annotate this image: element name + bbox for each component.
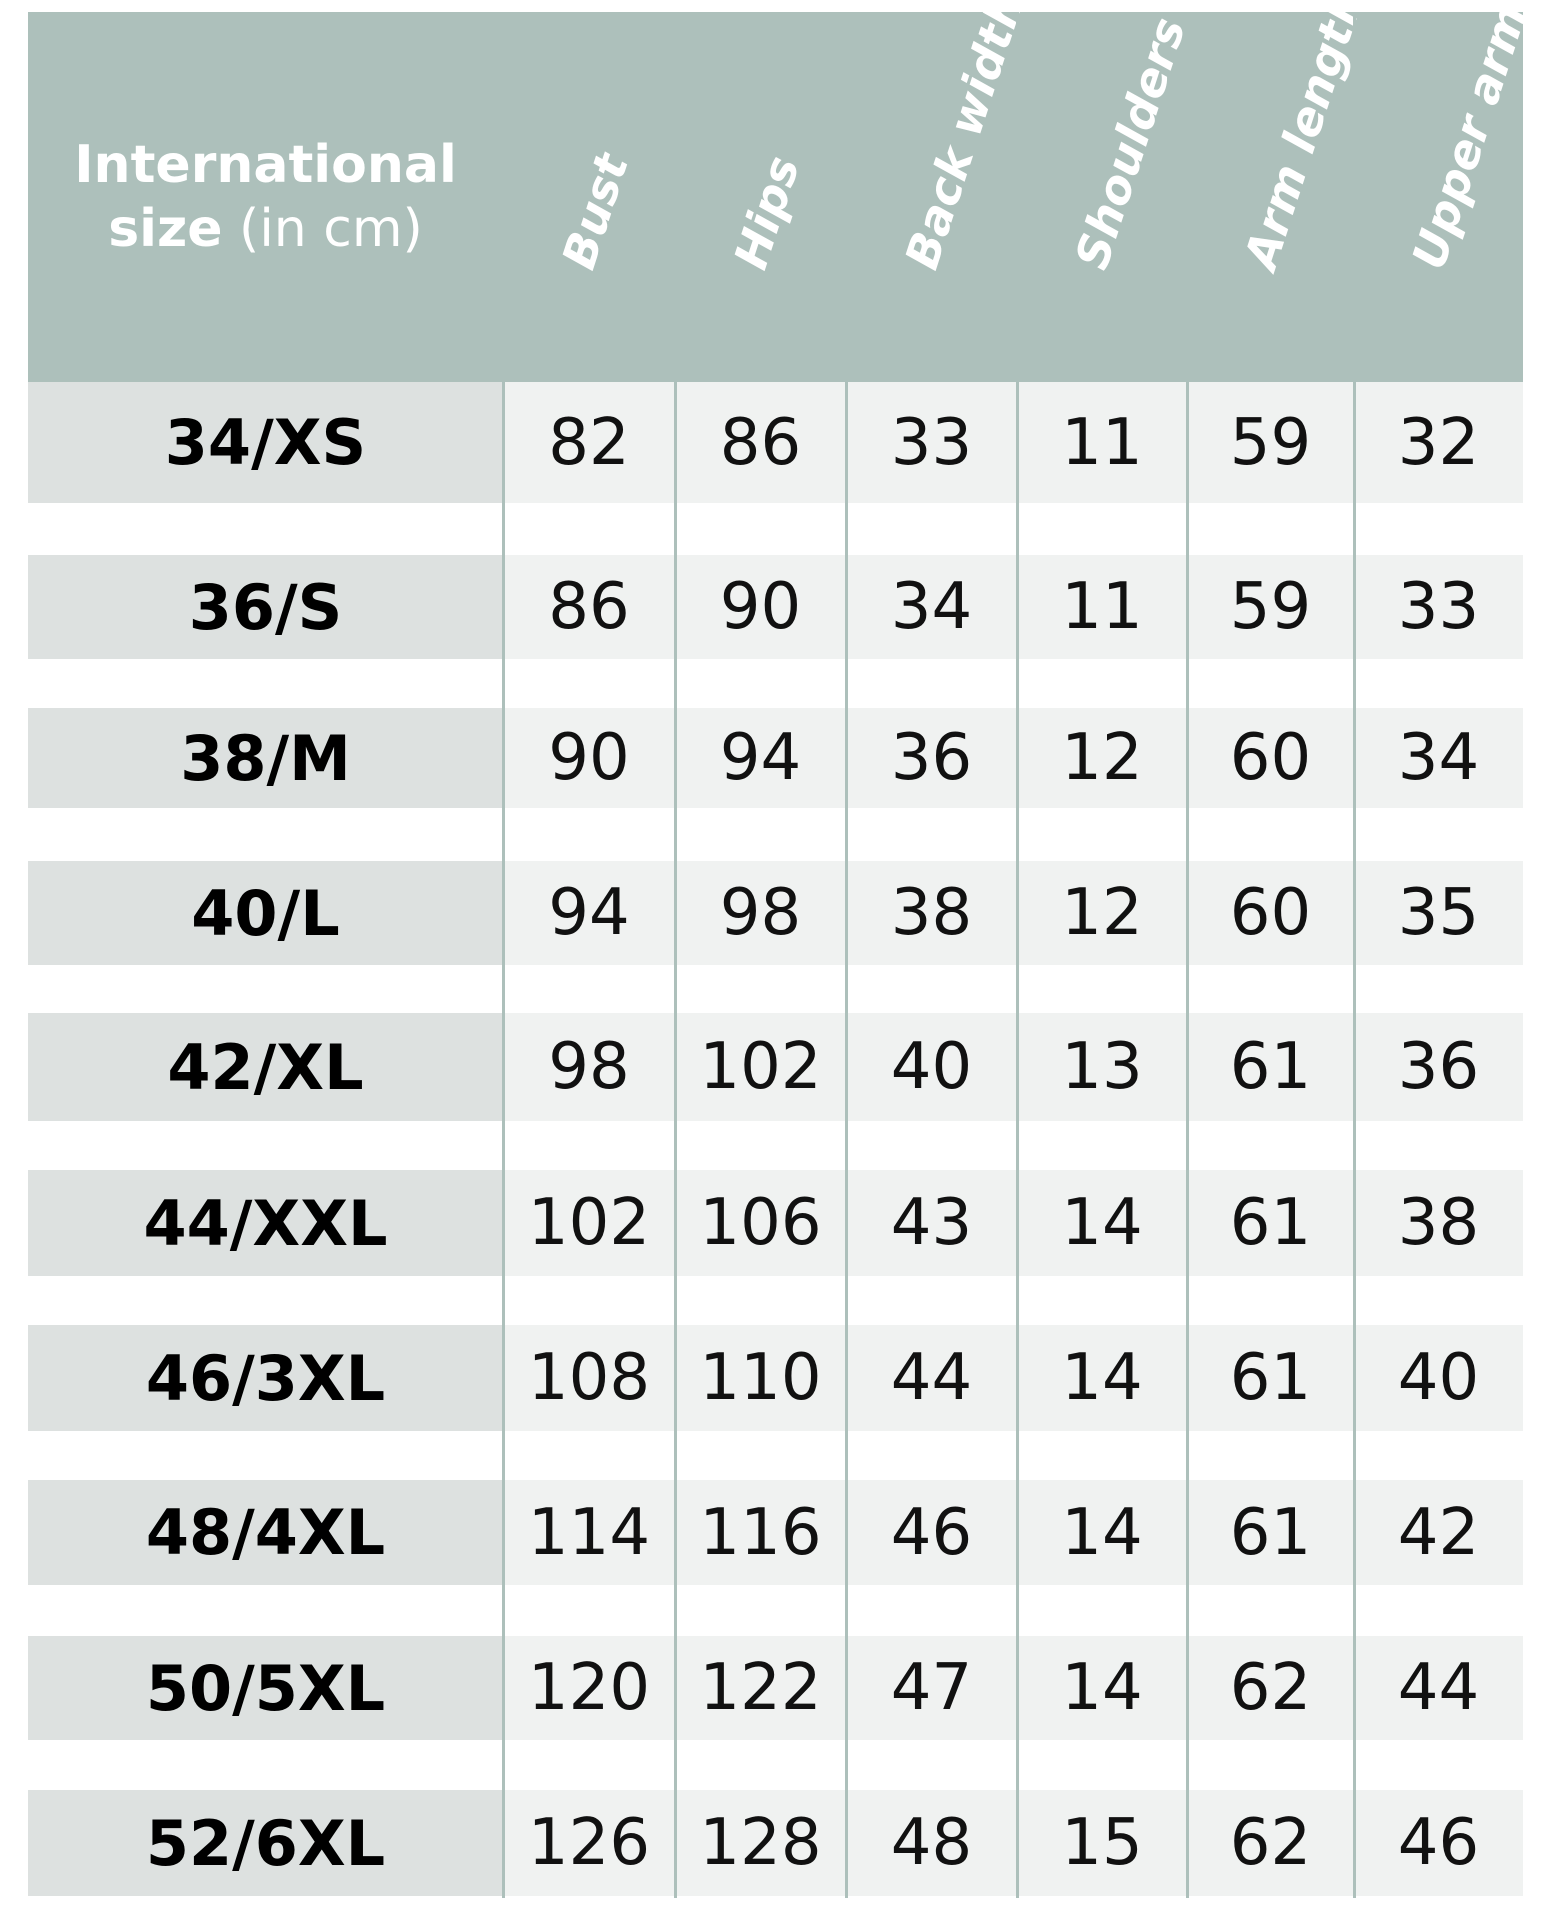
size-cell: 48/4XL xyxy=(28,1480,503,1585)
value-cell: 47 xyxy=(846,1636,1017,1740)
value-cell: 61 xyxy=(1187,1325,1354,1431)
column-header: Upper arm xyxy=(1354,0,1537,382)
value-cell: 14 xyxy=(1017,1636,1187,1740)
value-cell: 86 xyxy=(503,555,675,659)
value-cell: 33 xyxy=(1354,555,1523,659)
value-cell: 38 xyxy=(1354,1170,1523,1276)
value-cell: 34 xyxy=(846,555,1017,659)
value-cell: 102 xyxy=(503,1170,675,1276)
column-divider xyxy=(1016,12,1019,1898)
header-size: size xyxy=(108,199,223,259)
value-cell: 61 xyxy=(1187,1013,1354,1121)
value-cell: 13 xyxy=(1017,1013,1187,1121)
size-cell: 46/3XL xyxy=(28,1325,503,1431)
column-header: Hips xyxy=(675,12,846,382)
column-header-label: Back width xyxy=(893,0,1034,276)
column-divider xyxy=(845,12,848,1898)
value-cell: 110 xyxy=(675,1325,846,1431)
value-cell: 122 xyxy=(675,1636,846,1740)
column-divider xyxy=(1353,12,1356,1898)
value-cell: 38 xyxy=(846,861,1017,965)
value-cell: 11 xyxy=(1017,382,1187,503)
table-header xyxy=(28,12,1523,382)
value-cell: 33 xyxy=(846,382,1017,503)
value-cell: 44 xyxy=(1354,1636,1523,1740)
value-cell: 106 xyxy=(675,1170,846,1276)
value-cell: 40 xyxy=(846,1013,1017,1121)
value-cell: 42 xyxy=(1354,1480,1523,1585)
value-cell: 36 xyxy=(846,708,1017,808)
value-cell: 14 xyxy=(1017,1480,1187,1585)
column-header-label: Bust xyxy=(551,147,639,276)
value-cell: 46 xyxy=(1354,1790,1523,1896)
value-cell: 82 xyxy=(503,382,675,503)
value-cell: 36 xyxy=(1354,1013,1523,1121)
column-header: Bust xyxy=(503,12,675,382)
header-unit: (in cm) xyxy=(239,199,423,259)
column-header: Arm length xyxy=(1187,0,1374,382)
size-cell: 36/S xyxy=(28,555,503,659)
header-line-1: International xyxy=(74,135,457,195)
size-cell: 34/XS xyxy=(28,382,503,503)
value-cell: 60 xyxy=(1187,861,1354,965)
size-cell: 52/6XL xyxy=(28,1790,503,1896)
size-cell: 42/XL xyxy=(28,1013,503,1121)
value-cell: 48 xyxy=(846,1790,1017,1896)
value-cell: 98 xyxy=(503,1013,675,1121)
value-cell: 98 xyxy=(675,861,846,965)
value-cell: 34 xyxy=(1354,708,1523,808)
size-cell: 38/M xyxy=(28,708,503,808)
value-cell: 128 xyxy=(675,1790,846,1896)
value-cell: 61 xyxy=(1187,1170,1354,1276)
value-cell: 108 xyxy=(503,1325,675,1431)
value-cell: 94 xyxy=(675,708,846,808)
value-cell: 94 xyxy=(503,861,675,965)
column-header: Shoulders xyxy=(1017,11,1196,382)
value-cell: 114 xyxy=(503,1480,675,1585)
size-cell: 40/L xyxy=(28,861,503,965)
value-cell: 14 xyxy=(1017,1170,1187,1276)
value-cell: 61 xyxy=(1187,1480,1354,1585)
value-cell: 44 xyxy=(846,1325,1017,1431)
column-header: Back width xyxy=(846,0,1034,382)
column-divider xyxy=(674,12,677,1898)
value-cell: 43 xyxy=(846,1170,1017,1276)
value-cell: 120 xyxy=(503,1636,675,1740)
value-cell: 59 xyxy=(1187,382,1354,503)
value-cell: 15 xyxy=(1017,1790,1187,1896)
column-header-label: Shoulders xyxy=(1064,11,1197,276)
header-line-2: size (in cm) xyxy=(108,197,423,261)
value-cell: 90 xyxy=(675,555,846,659)
column-header-label: Hips xyxy=(722,149,810,276)
value-cell: 35 xyxy=(1354,861,1523,965)
value-cell: 40 xyxy=(1354,1325,1523,1431)
size-cell: 50/5XL xyxy=(28,1636,503,1740)
value-cell: 60 xyxy=(1187,708,1354,808)
value-cell: 46 xyxy=(846,1480,1017,1585)
header-international-size: International size (in cm) xyxy=(28,12,503,382)
value-cell: 62 xyxy=(1187,1636,1354,1740)
column-header-label: Arm length xyxy=(1232,0,1374,276)
value-cell: 90 xyxy=(503,708,675,808)
value-cell: 86 xyxy=(675,382,846,503)
value-cell: 102 xyxy=(675,1013,846,1121)
value-cell: 12 xyxy=(1017,708,1187,808)
column-divider xyxy=(502,12,505,1898)
column-divider xyxy=(1186,12,1189,1898)
value-cell: 126 xyxy=(503,1790,675,1896)
value-cell: 11 xyxy=(1017,555,1187,659)
value-cell: 62 xyxy=(1187,1790,1354,1896)
value-cell: 32 xyxy=(1354,382,1523,503)
value-cell: 59 xyxy=(1187,555,1354,659)
value-cell: 12 xyxy=(1017,861,1187,965)
size-cell: 44/XXL xyxy=(28,1170,503,1276)
value-cell: 14 xyxy=(1017,1325,1187,1431)
column-header-label: Upper arm xyxy=(1400,0,1538,276)
value-cell: 116 xyxy=(675,1480,846,1585)
